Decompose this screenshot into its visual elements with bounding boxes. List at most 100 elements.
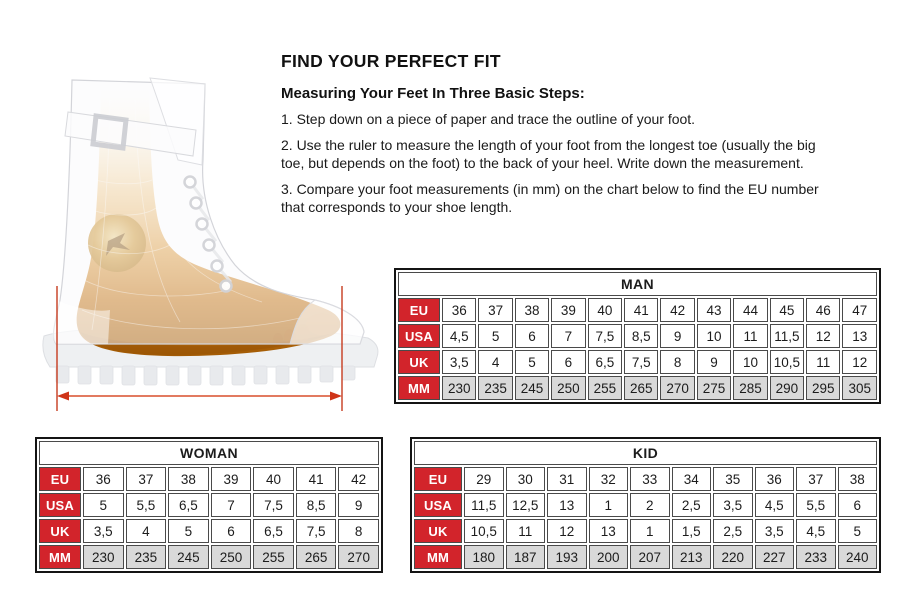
size-cell: 37 — [125, 467, 167, 491]
size-cell: 1,5 — [671, 519, 711, 543]
size-cell: 255 — [587, 376, 623, 400]
size-cell: 200 — [588, 545, 628, 569]
size-cell: 31 — [547, 467, 587, 491]
row-label-eu: EU — [414, 467, 462, 491]
step-1: 1. Step down on a piece of paper and tra… — [281, 111, 696, 127]
size-cell: 275 — [696, 376, 732, 400]
size-cell: 265 — [624, 376, 659, 400]
size-cell: 13 — [588, 519, 628, 543]
size-cell: 38 — [514, 298, 550, 322]
size-cell: 42 — [338, 467, 379, 491]
woman-size-table: WOMAN EU 36 37 38 39 40 41 42 USA 5 5,5 6,5 7 7,5 8,5 9 U… — [35, 437, 383, 573]
size-cell: 227 — [754, 545, 794, 569]
table-title: MAN — [398, 272, 877, 296]
size-cell: 6 — [514, 324, 550, 348]
size-cell: 6 — [551, 350, 586, 374]
size-cell: 34 — [671, 467, 711, 491]
size-cell: 5 — [514, 350, 550, 374]
size-cell: 36 — [442, 298, 477, 322]
row-label-usa: USA — [39, 493, 81, 517]
size-cell: 3,5 — [713, 493, 753, 517]
size-cell: 41 — [624, 298, 659, 322]
size-cell: 7 — [551, 324, 586, 348]
size-cell: 290 — [769, 376, 805, 400]
size-cell: 305 — [842, 376, 877, 400]
size-cell: 38 — [837, 467, 877, 491]
size-cell: 5 — [837, 519, 877, 543]
size-cell: 7,5 — [624, 350, 659, 374]
size-cell: 5,5 — [796, 493, 836, 517]
size-cell: 213 — [671, 545, 711, 569]
size-cell: 1 — [588, 493, 628, 517]
size-cell: 41 — [295, 467, 337, 491]
step-2: 2. Use the ruler to measure the length o… — [281, 136, 816, 171]
size-cell: 45 — [769, 298, 805, 322]
size-cell: 13 — [842, 324, 877, 348]
size-cell: 230 — [83, 545, 124, 569]
lace-eyelets — [183, 175, 233, 293]
size-cell: 245 — [168, 545, 209, 569]
size-cell: 29 — [464, 467, 504, 491]
size-cell: 5,5 — [125, 493, 167, 517]
row-label-eu: EU — [39, 467, 81, 491]
size-cell: 9 — [338, 493, 379, 517]
size-cell: 187 — [505, 545, 545, 569]
buckle — [90, 113, 129, 151]
size-cell: 30 — [505, 467, 545, 491]
size-cell: 2,5 — [713, 519, 753, 543]
size-cell: 6,5 — [253, 519, 294, 543]
size-cell: 38 — [168, 467, 209, 491]
size-cell: 2 — [630, 493, 670, 517]
size-cell: 5 — [478, 324, 513, 348]
table-title: WOMAN — [39, 441, 379, 465]
size-cell: 35 — [713, 467, 753, 491]
size-cell: 6 — [837, 493, 877, 517]
size-cell: 10,5 — [464, 519, 504, 543]
size-cell: 265 — [295, 545, 337, 569]
size-cell: 40 — [253, 467, 294, 491]
size-cell: 4,5 — [442, 324, 477, 348]
step-3: 3. Compare your foot measurements (in mm… — [281, 180, 819, 215]
size-cell: 47 — [842, 298, 877, 322]
size-cell: 6,5 — [168, 493, 209, 517]
size-cell: 7,5 — [295, 519, 337, 543]
size-cell: 270 — [660, 376, 695, 400]
size-cell: 10 — [696, 324, 732, 348]
size-cell: 7 — [210, 493, 252, 517]
size-cell: 11,5 — [769, 324, 805, 348]
size-cell: 7,5 — [253, 493, 294, 517]
size-cell: 285 — [733, 376, 768, 400]
row-label-uk: UK — [414, 519, 462, 543]
size-cell: 11 — [806, 350, 841, 374]
size-cell: 4,5 — [796, 519, 836, 543]
size-cell: 220 — [713, 545, 753, 569]
size-cell: 5 — [83, 493, 124, 517]
size-cell: 11,5 — [464, 493, 504, 517]
size-cell: 4,5 — [754, 493, 794, 517]
man-size-table: MAN EU 36 37 38 39 40 41 42 43 44 45 46 47 USA 4,5 5 6 7 7,… — [394, 268, 881, 404]
size-cell: 39 — [210, 467, 252, 491]
size-cell: 240 — [837, 545, 877, 569]
size-cell: 250 — [551, 376, 586, 400]
size-cell: 12,5 — [505, 493, 545, 517]
size-cell: 39 — [551, 298, 586, 322]
size-cell: 10 — [733, 350, 768, 374]
row-label-usa: USA — [414, 493, 462, 517]
size-cell: 8 — [660, 350, 695, 374]
size-cell: 180 — [464, 545, 504, 569]
size-cell: 255 — [253, 545, 294, 569]
size-cell: 207 — [630, 545, 670, 569]
size-cell: 1 — [630, 519, 670, 543]
size-cell: 295 — [806, 376, 841, 400]
size-cell: 12 — [842, 350, 877, 374]
size-cell: 245 — [514, 376, 550, 400]
size-cell: 9 — [696, 350, 732, 374]
size-cell: 270 — [338, 545, 379, 569]
size-cell: 13 — [547, 493, 587, 517]
size-cell: 42 — [660, 298, 695, 322]
size-cell: 5 — [168, 519, 209, 543]
size-cell: 230 — [442, 376, 477, 400]
size-cell: 12 — [547, 519, 587, 543]
size-cell: 8 — [338, 519, 379, 543]
size-cell: 4 — [125, 519, 167, 543]
